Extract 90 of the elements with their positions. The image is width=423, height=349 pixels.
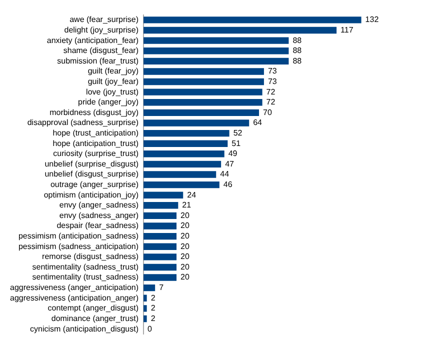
y-tick-label: unbelief (surprise_disgust) — [44, 159, 139, 168]
y-tick-label: delight (joy_surprise) — [64, 25, 139, 34]
y-tick-label: remorse (disgust_sadness) — [42, 252, 139, 262]
y-tick-label: aggressiveness (anger_anticipation) — [10, 283, 139, 292]
data-label: 20 — [180, 242, 190, 251]
y-tick-label: shame (disgust_fear) — [63, 46, 139, 56]
bar — [144, 37, 289, 44]
data-label: 0 — [148, 324, 153, 334]
bar — [144, 16, 362, 24]
data-label: 132 — [365, 15, 380, 24]
data-label: 2 — [150, 304, 156, 313]
bar — [144, 264, 177, 271]
y-tick-label: sentimentality (trust_sadness) — [32, 272, 139, 282]
bar — [144, 26, 337, 34]
data-label: 72 — [266, 87, 276, 96]
bar — [144, 254, 177, 260]
bar — [144, 284, 156, 292]
y-tick-label: optimism (anticipation_joy) — [44, 190, 139, 200]
data-label: 24 — [187, 190, 197, 200]
data-label: 2 — [150, 293, 156, 302]
bar — [144, 222, 177, 230]
data-label: 2 — [150, 314, 156, 323]
bar — [144, 274, 177, 281]
data-label: 20 — [180, 232, 190, 241]
bar — [144, 130, 230, 137]
y-tick-label: aggressiveness (anticipation_anger) — [10, 293, 139, 302]
y-tick-label: outrage (anger_surprise) — [50, 180, 139, 190]
y-tick-label: curiosity (surprise_trust) — [53, 149, 139, 158]
data-label: 64 — [253, 118, 263, 128]
bar — [144, 120, 250, 126]
data-label: 47 — [225, 159, 235, 168]
y-tick-label: guilt (joy_fear) — [88, 76, 139, 86]
y-tick-label: envy (anger_sadness) — [59, 200, 139, 210]
y-tick-label: anxiety (anticipation_fear) — [46, 36, 139, 45]
y-tick-label: pride (anger_joy) — [78, 98, 139, 107]
y-tick-label: cynicism (anticipation_disgust) — [30, 324, 139, 334]
bar — [144, 109, 260, 116]
bar — [144, 181, 220, 188]
data-label: 88 — [292, 56, 302, 66]
data-label: 20 — [180, 272, 190, 282]
bar — [144, 140, 228, 147]
bar — [144, 171, 216, 178]
data-label: 73 — [268, 66, 278, 76]
y-tick-label: morbidness (disgust_joy) — [50, 108, 139, 117]
data-label: 21 — [182, 200, 192, 210]
y-tick-label: dominance (anger_trust) — [51, 314, 139, 323]
data-label: 73 — [268, 76, 278, 86]
y-tick-label: hope (anticipation_trust) — [52, 138, 139, 148]
data-label: 51 — [232, 138, 242, 148]
data-label: 88 — [292, 36, 302, 45]
data-label: 72 — [266, 98, 276, 107]
y-tick-label: awe (fear_surprise) — [70, 15, 139, 24]
y-tick-label: guilt (fear_joy) — [88, 66, 139, 76]
y-tick-label: hope (trust_anticipation) — [52, 128, 139, 138]
bar — [144, 212, 177, 220]
bar — [144, 192, 184, 198]
data-label: 20 — [180, 252, 190, 262]
data-label: 20 — [180, 210, 190, 220]
data-label: 52 — [233, 128, 243, 138]
y-tick-label: submission (fear_trust) — [57, 56, 139, 66]
y-tick-label: disapproval (sadness_surprise) — [27, 118, 139, 128]
bar — [144, 58, 289, 65]
data-label: 49 — [228, 149, 238, 158]
y-tick-label: envy (sadness_anger) — [59, 210, 139, 220]
bar — [144, 202, 178, 209]
data-label: 20 — [180, 262, 190, 272]
data-label: 44 — [220, 170, 230, 179]
y-tick-label: pessimism (sadness_anticipation) — [18, 242, 139, 251]
data-label: 20 — [180, 221, 190, 230]
data-label: 70 — [263, 108, 272, 117]
bar — [144, 99, 262, 106]
y-tick-label: love (joy_trust) — [86, 87, 139, 96]
data-label: 7 — [159, 283, 164, 292]
bar — [144, 232, 177, 240]
y-tick-label: pessimism (anticipation_sadness) — [18, 232, 139, 241]
y-tick-label: despair (fear_sadness) — [56, 221, 139, 230]
data-label: 46 — [223, 180, 233, 190]
bar — [144, 48, 289, 54]
y-tick-label: sentimentality (sadness_trust) — [32, 262, 139, 272]
bar — [144, 150, 224, 158]
bar — [144, 243, 177, 250]
bar — [144, 305, 147, 312]
bar — [144, 78, 264, 86]
data-label: 88 — [292, 46, 302, 56]
bar — [144, 88, 262, 96]
bar — [144, 160, 222, 168]
data-label: 117 — [340, 25, 354, 34]
y-tick-label: contempt (anger_disgust) — [48, 304, 139, 313]
bar — [144, 68, 264, 75]
y-tick-label: unbelief (disgust_surprise) — [44, 170, 139, 179]
